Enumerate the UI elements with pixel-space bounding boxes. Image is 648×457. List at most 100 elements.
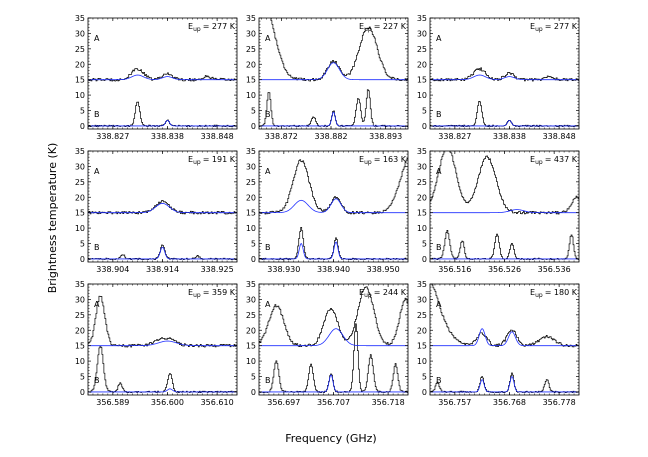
x-tick-label: 356.778 [543, 398, 576, 407]
y-tick-label: 0 [251, 255, 256, 264]
spectrum-a-label: A [94, 167, 100, 176]
x-tick-label: 356.516 [438, 265, 471, 274]
model-spectrum-b [88, 388, 237, 393]
model-spectrum-b [88, 119, 237, 127]
y-tick-label: 30 [417, 162, 427, 171]
y-tick-label: 30 [75, 295, 85, 304]
observed-spectrum-a [88, 200, 237, 215]
eup-symbol: E [188, 155, 193, 164]
y-tick-label: 25 [75, 178, 85, 187]
y-tick-label: 0 [251, 122, 256, 131]
model-spectrum-a [88, 203, 237, 214]
y-tick-label: 20 [246, 193, 256, 202]
y-tick-label: 25 [246, 178, 256, 187]
eup-symbol: E [530, 155, 535, 164]
y-tick-label: 35 [75, 280, 85, 289]
eup-label: Eup = 180 K [530, 288, 578, 299]
model-spectrum-b [430, 375, 579, 393]
x-tick-label: 338.848 [543, 132, 576, 141]
y-tick-label: 30 [246, 295, 256, 304]
x-tick-label: 356.718 [372, 398, 405, 407]
x-tick-label: 356.536 [538, 265, 571, 274]
plot-area [88, 200, 237, 261]
y-tick-label: 10 [246, 91, 256, 100]
eup-value: = 244 K [374, 288, 407, 297]
y-tick-label: 15 [246, 209, 256, 218]
y-tick-label: 35 [246, 147, 256, 156]
y-tick-label: 5 [80, 240, 85, 249]
spectrum-panel-8: 0 5 10 15 20 25 30 35 356.697 356.707 356.718 A B Eup… [246, 280, 409, 407]
x-tick-label: 338.827 [96, 132, 129, 141]
spectrum-a-label: A [436, 34, 442, 43]
y-tick-label: 25 [417, 45, 427, 54]
model-spectrum-b [259, 111, 408, 127]
spectrum-panel-2: 0 5 10 15 20 25 30 35 338.872 338.882 338.893 A B Eup… [246, 14, 409, 141]
x-tick-label: 338.827 [438, 132, 471, 141]
x-tick-label: 338.950 [367, 265, 400, 274]
spectrum-b-label: B [265, 110, 271, 119]
y-tick-label: 20 [75, 60, 85, 69]
eup-label: Eup = 227 K [359, 22, 407, 33]
eup-subscript: up [364, 159, 372, 166]
y-tick-label: 5 [251, 240, 256, 249]
eup-subscript: up [193, 159, 201, 166]
y-tick-label: 20 [246, 60, 256, 69]
y-tick-label: 5 [422, 240, 427, 249]
observed-spectrum-b [259, 226, 408, 261]
y-tick-label: 30 [75, 162, 85, 171]
y-tick-label: 10 [417, 357, 427, 366]
axes-frame [258, 150, 409, 263]
plot-area [430, 284, 579, 394]
y-tick-label: 35 [417, 14, 427, 23]
y-tick-label: 35 [417, 147, 427, 156]
eup-label: Eup = 163 K [359, 155, 407, 166]
spectrum-b-label: B [265, 376, 271, 385]
y-tick-label: 15 [246, 342, 256, 351]
plot-area [430, 67, 579, 128]
observed-spectrum-b [259, 89, 408, 128]
y-tick-label: 35 [246, 14, 256, 23]
observed-spectrum-a [88, 68, 237, 82]
y-tick-label: 15 [417, 76, 427, 85]
y-tick-label: 25 [246, 45, 256, 54]
model-spectrum-a [259, 198, 408, 214]
model-spectrum-b [259, 374, 408, 393]
eup-value: = 163 K [374, 155, 407, 164]
axes-frame [258, 283, 409, 396]
eup-subscript: up [535, 159, 543, 166]
y-tick-label: 35 [75, 147, 85, 156]
observed-spectrum-b [430, 100, 579, 128]
eup-symbol: E [359, 22, 364, 31]
x-tick-label: 338.872 [265, 132, 298, 141]
y-tick-label: 25 [75, 311, 85, 320]
spectrum-b-label: B [94, 243, 100, 252]
x-tick-label: 338.930 [267, 265, 300, 274]
y-tick-label: 30 [417, 29, 427, 38]
eup-value: = 277 K [545, 22, 578, 31]
spectrum-b-label: B [436, 243, 442, 252]
y-tick-label: 20 [417, 193, 427, 202]
model-spectrum-b [430, 119, 579, 127]
model-spectrum-a [88, 340, 237, 347]
x-tick-label: 356.600 [151, 398, 184, 407]
y-tick-label: 30 [246, 162, 256, 171]
y-tick-label: 10 [246, 224, 256, 233]
y-tick-label: 30 [417, 295, 427, 304]
eup-label: Eup = 191 K [188, 155, 236, 166]
eup-label: Eup = 244 K [359, 288, 407, 299]
eup-value: = 180 K [545, 288, 578, 297]
y-tick-label: 5 [251, 107, 256, 116]
model-spectrum-a [259, 328, 408, 347]
observed-spectrum-a [259, 157, 408, 215]
x-tick-label: 338.914 [146, 265, 179, 274]
eup-label: Eup = 277 K [188, 22, 236, 33]
y-tick-label: 0 [422, 255, 427, 264]
spectrum-panel-3: 0 5 10 15 20 25 30 35 338.827 338.838 338.848 A B Eup… [417, 14, 580, 141]
spectrum-panel-9: 0 5 10 15 20 25 30 35 356.757 356.768 356.778 A B Eup… [417, 280, 580, 407]
y-tick-label: 5 [251, 373, 256, 382]
y-tick-label: 10 [417, 91, 427, 100]
x-tick-label: 356.526 [488, 265, 521, 274]
spectrum-panel-1: 0 5 10 15 20 25 30 35 338.827 338.838 338.848 A B Eup… [75, 14, 238, 141]
y-tick-label: 10 [417, 224, 427, 233]
